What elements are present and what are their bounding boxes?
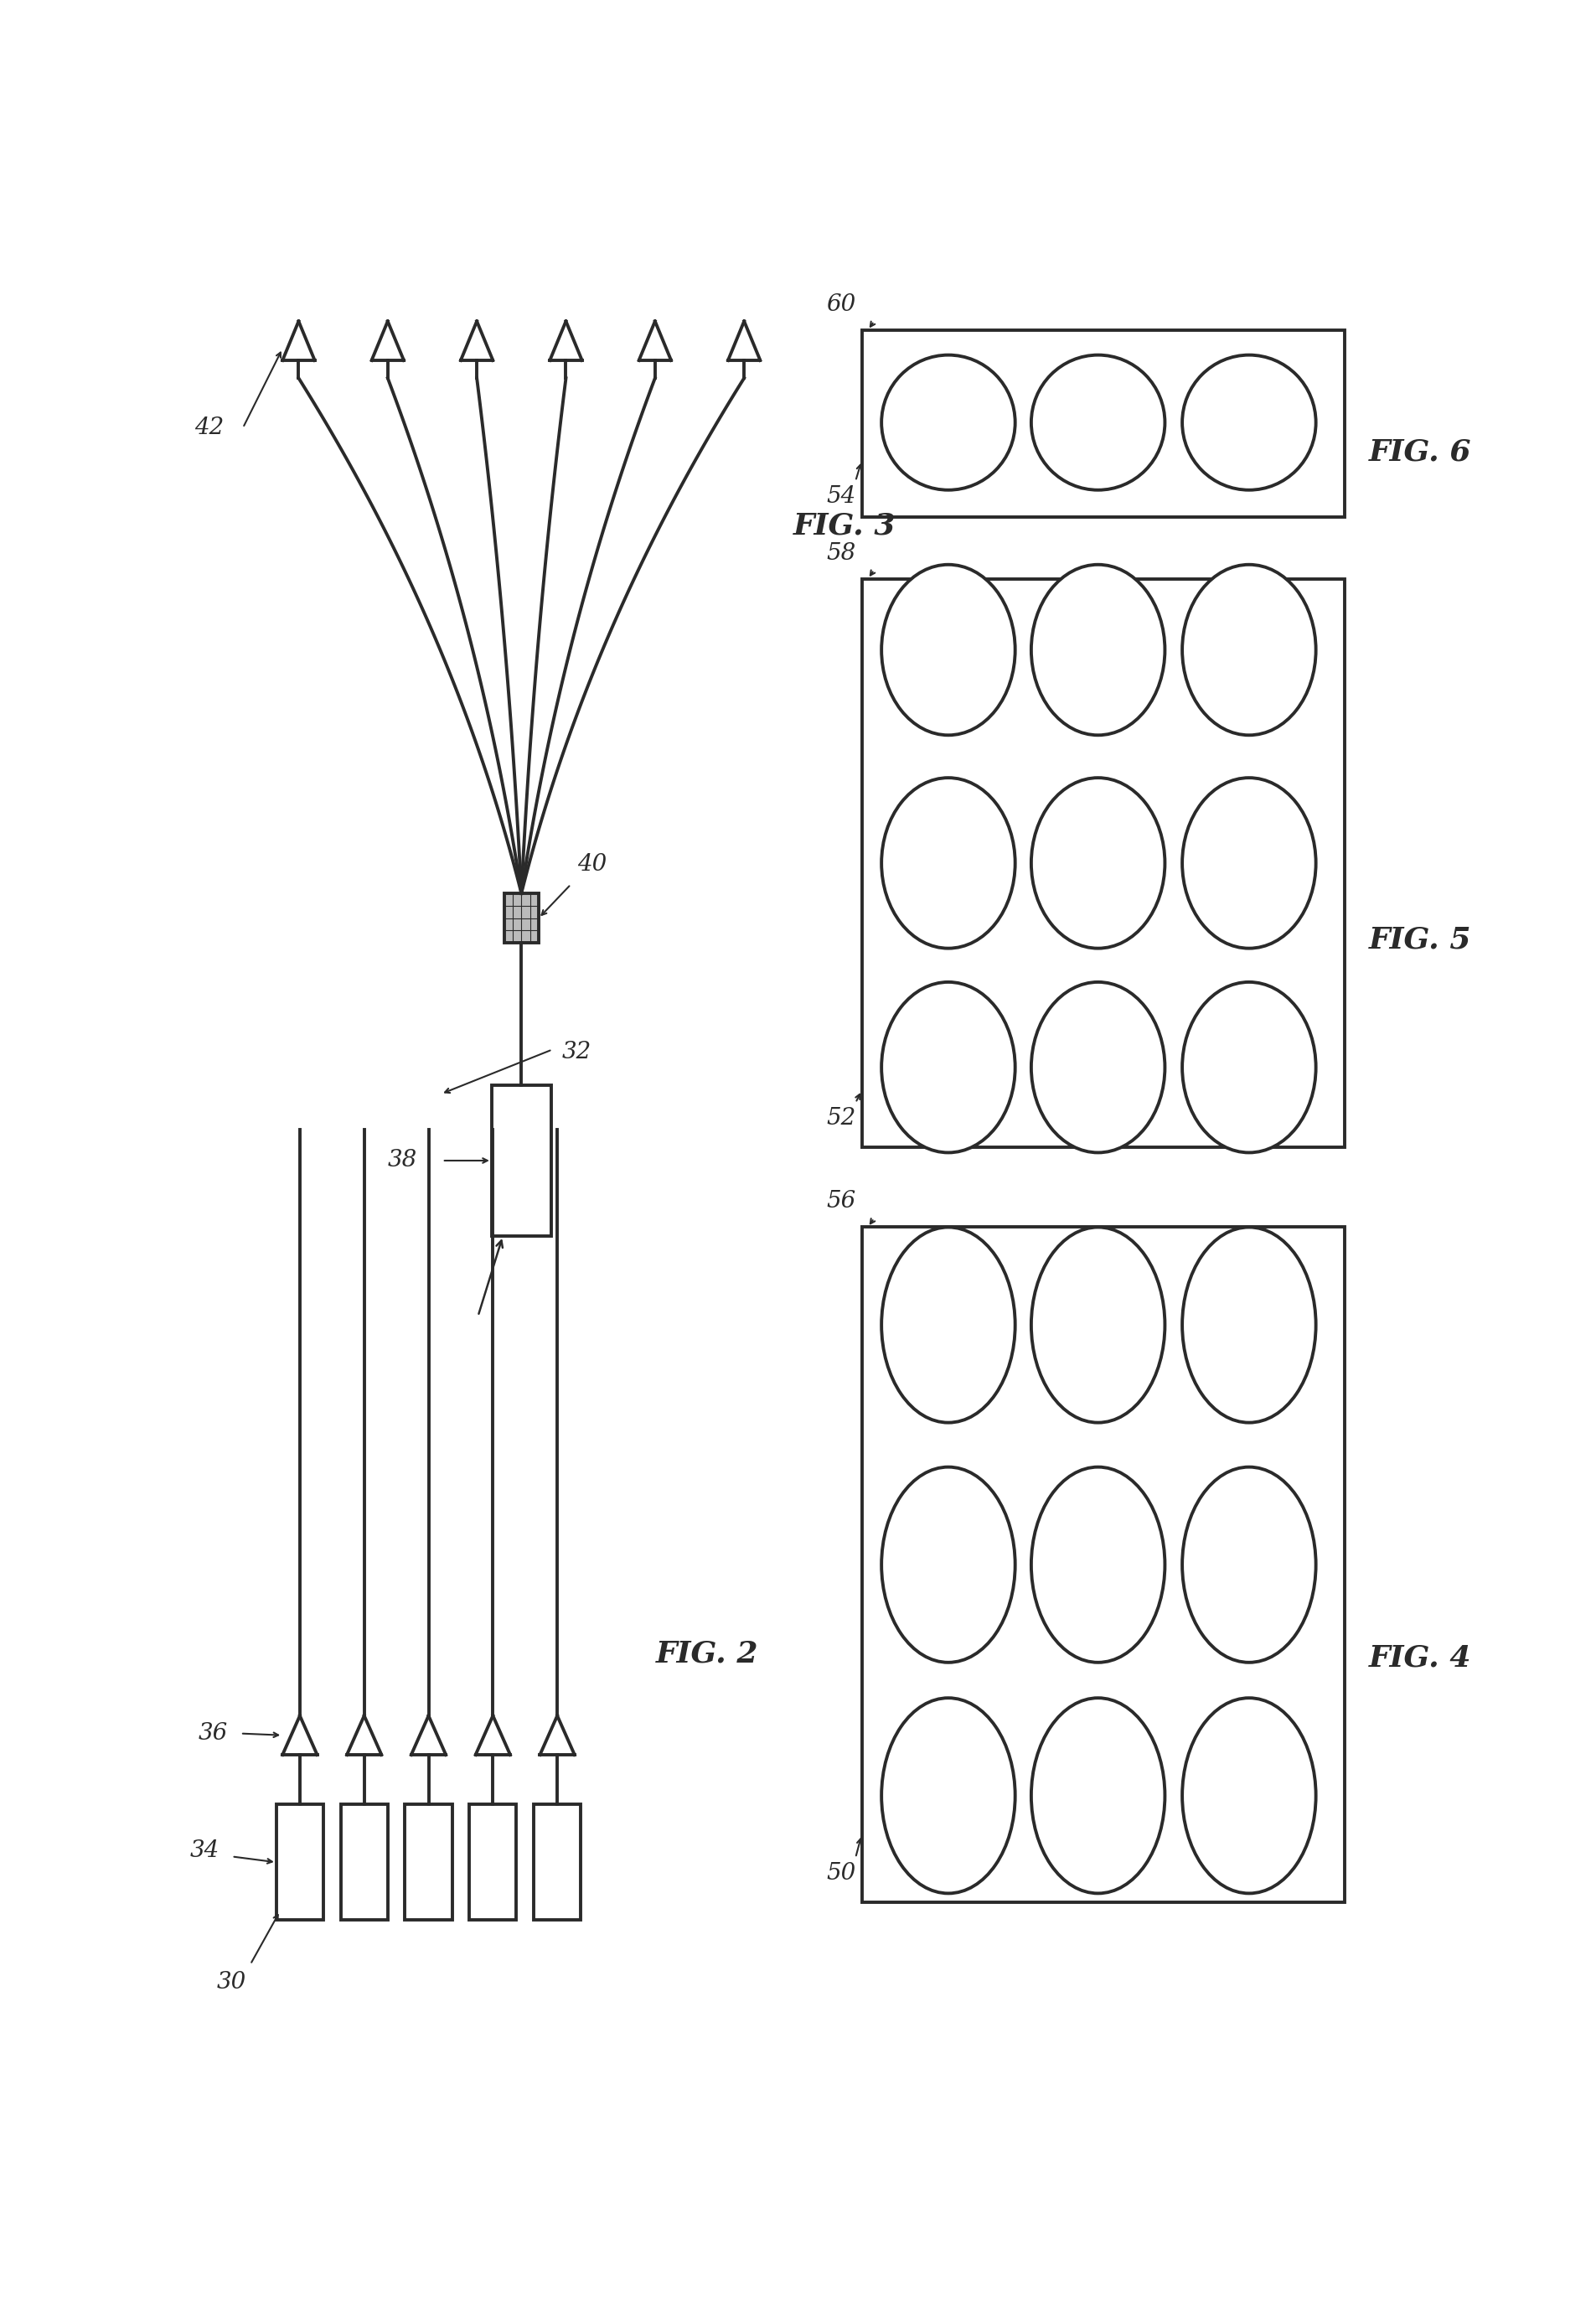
Ellipse shape (1181, 1467, 1315, 1663)
Ellipse shape (1031, 1698, 1163, 1894)
Text: 32: 32 (562, 1040, 592, 1064)
Text: 34: 34 (190, 1839, 219, 1862)
Bar (862, 1227, 1344, 1903)
Text: 40: 40 (576, 854, 606, 874)
Bar (504, 893, 538, 944)
Text: 36: 36 (198, 1721, 228, 1744)
Ellipse shape (1031, 565, 1163, 736)
Ellipse shape (1181, 983, 1315, 1154)
Ellipse shape (1181, 777, 1315, 948)
Text: 42: 42 (195, 418, 223, 438)
Ellipse shape (1181, 1698, 1315, 1894)
Bar (276, 1804, 322, 1919)
Ellipse shape (1031, 983, 1163, 1154)
Ellipse shape (1031, 355, 1163, 489)
Text: 38: 38 (388, 1149, 417, 1172)
Bar (862, 579, 1344, 1147)
Text: 58: 58 (825, 542, 855, 565)
Text: 52: 52 (825, 1107, 855, 1130)
Ellipse shape (881, 1227, 1015, 1423)
Bar (533, 1804, 581, 1919)
Ellipse shape (1031, 1467, 1163, 1663)
Text: 60: 60 (825, 293, 855, 316)
Ellipse shape (1031, 777, 1163, 948)
Bar (862, 330, 1344, 517)
Ellipse shape (1181, 565, 1315, 736)
Ellipse shape (881, 1467, 1015, 1663)
Ellipse shape (1031, 1227, 1163, 1423)
Text: 54: 54 (825, 484, 855, 508)
Text: FIG. 3: FIG. 3 (793, 512, 895, 540)
Text: FIG. 4: FIG. 4 (1368, 1643, 1472, 1673)
Text: 50: 50 (825, 1862, 855, 1885)
Ellipse shape (881, 983, 1015, 1154)
Ellipse shape (881, 777, 1015, 948)
Bar (492, 1084, 551, 1237)
Text: FIG. 2: FIG. 2 (656, 1640, 758, 1668)
Bar (405, 1804, 452, 1919)
Ellipse shape (881, 1698, 1015, 1894)
Ellipse shape (1181, 1227, 1315, 1423)
Ellipse shape (881, 565, 1015, 736)
Ellipse shape (881, 355, 1015, 489)
Ellipse shape (1181, 355, 1315, 489)
Text: FIG. 5: FIG. 5 (1368, 925, 1472, 955)
Text: FIG. 6: FIG. 6 (1368, 438, 1472, 466)
Text: 30: 30 (217, 1970, 246, 1993)
Bar (469, 1804, 516, 1919)
Bar (340, 1804, 388, 1919)
Text: 56: 56 (825, 1190, 855, 1213)
